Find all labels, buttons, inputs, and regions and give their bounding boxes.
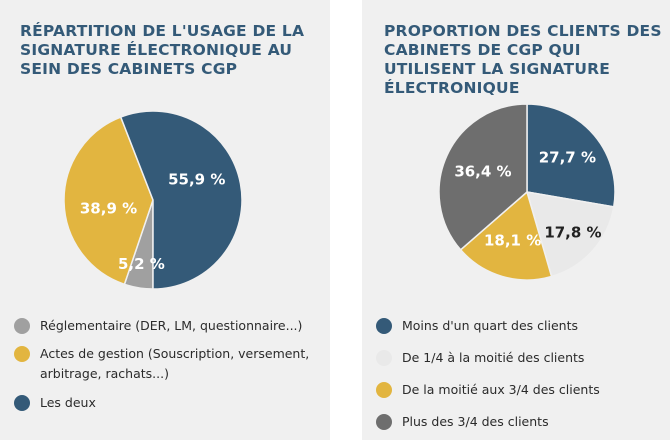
pie-slice <box>119 110 243 290</box>
usage-legend: Réglementaire (DER, LM, questionnaire...… <box>14 316 320 421</box>
legend-item-plus-trois-quarts: Plus des 3/4 des clients <box>376 412 666 432</box>
legend-swatch <box>14 346 30 362</box>
legend-label: Moins d'un quart des clients <box>402 318 578 333</box>
pie-slice <box>438 103 528 251</box>
legend-item-reglementaire: Réglementaire (DER, LM, questionnaire...… <box>14 316 320 336</box>
pie-slice <box>459 190 553 281</box>
slice-value-label: 36,4 % <box>454 162 511 180</box>
legend-label: Réglementaire (DER, LM, questionnaire...… <box>40 318 303 333</box>
slice-value-label: 38,9 % <box>80 199 137 217</box>
legend-swatch <box>376 414 392 430</box>
pie-slice <box>525 191 615 278</box>
legend-swatch <box>376 318 392 334</box>
legend-swatch <box>14 318 30 334</box>
usage-pie-chart: 5,2 % 38,9 % 55,9 % <box>63 110 243 290</box>
slice-value-label: 55,9 % <box>168 170 225 188</box>
legend-item-moins-quart: Moins d'un quart des clients <box>376 316 666 336</box>
legend-item-moitie-trois-quarts: De la moitié aux 3/4 des clients <box>376 380 666 400</box>
legend-item-actes-de-gestion: Actes de gestion (Souscription, versemen… <box>14 344 320 384</box>
legend-label: Les deux <box>40 395 96 410</box>
legend-label: Plus des 3/4 des clients <box>402 414 549 429</box>
legend-item-quart-moitie: De 1/4 à la moitié des clients <box>376 348 666 368</box>
legend-label: Actes de gestion (Souscription, versemen… <box>40 346 310 381</box>
clients-pie-chart: 27,7 % 17,8 %18,1 % 36,4 % <box>438 103 616 281</box>
slice-value-label: 18,1 % <box>484 231 541 249</box>
legend-swatch <box>14 395 30 411</box>
pie-slice <box>526 103 616 208</box>
legend-label: De la moitié aux 3/4 des clients <box>402 382 600 397</box>
legend-swatch <box>376 350 392 366</box>
slice-value-label: 5,2 % <box>118 255 165 273</box>
usage-chart-title: RÉPARTITION DE L'USAGE DE LA SIGNATURE É… <box>20 22 305 78</box>
clients-chart-title: PROPORTION DES CLIENTS DES CABINETS DE C… <box>384 22 662 97</box>
legend-label: De 1/4 à la moitié des clients <box>402 350 585 365</box>
legend-item-les-deux: Les deux <box>14 393 320 413</box>
slice-value-label: 27,7 % <box>539 148 596 166</box>
clients-legend: Moins d'un quart des clients De 1/4 à la… <box>376 316 666 444</box>
legend-swatch <box>376 382 392 398</box>
pie-slice <box>63 116 154 286</box>
slice-value-label: 17,8 % <box>544 224 601 242</box>
usage-chart-panel: RÉPARTITION DE L'USAGE DE LA SIGNATURE É… <box>0 0 330 440</box>
clients-chart-panel: PROPORTION DES CLIENTS DES CABINETS DE C… <box>362 0 670 440</box>
